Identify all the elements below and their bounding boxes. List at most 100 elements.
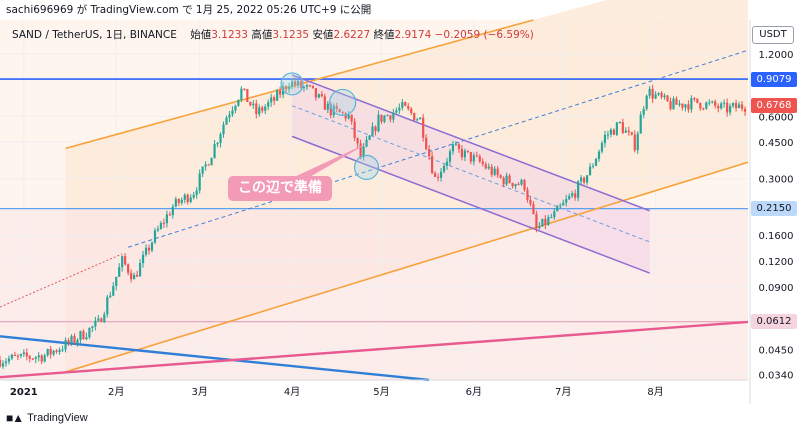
candle-body xyxy=(484,164,487,169)
candle-body xyxy=(67,340,70,343)
candle-body xyxy=(740,104,744,109)
x-tick-label: 5月 xyxy=(373,386,389,398)
candle-body xyxy=(487,166,490,169)
candle-body xyxy=(25,352,28,357)
candle-body xyxy=(311,85,315,89)
price-tag: 0.0612 xyxy=(751,314,797,330)
candle-body xyxy=(204,164,207,167)
tradingview-logo[interactable]: ■▲ TradingView xyxy=(6,411,88,425)
candle-body xyxy=(582,177,586,183)
candle-body xyxy=(162,222,166,224)
y-tick-label: 1.2000 xyxy=(759,50,794,61)
candle-body xyxy=(600,143,604,152)
candle-body xyxy=(246,88,249,102)
candle-body xyxy=(675,98,678,105)
candle-body xyxy=(574,193,577,198)
candle-body xyxy=(135,274,139,277)
candle-body xyxy=(398,107,401,111)
annotation-callout: この辺で準備 xyxy=(228,176,332,201)
candle-body xyxy=(550,217,553,219)
candle-body xyxy=(380,114,383,122)
candle-body xyxy=(290,81,294,87)
candle-body xyxy=(240,88,243,100)
candle-body xyxy=(284,86,288,90)
candle-body xyxy=(222,124,225,135)
candle-body xyxy=(684,104,687,108)
candle-body xyxy=(410,108,413,113)
candle-body xyxy=(314,88,317,98)
candle-body xyxy=(273,97,276,101)
candle-body xyxy=(731,103,735,106)
candle-body xyxy=(720,103,723,109)
candle-body xyxy=(490,166,493,175)
candle-body xyxy=(112,286,115,296)
candle-body xyxy=(705,102,708,109)
candle-body xyxy=(317,94,320,98)
candle-body xyxy=(472,155,475,162)
candle-body xyxy=(639,114,642,134)
candle-body xyxy=(19,354,22,356)
change-value: −0.2059 (−6.59%) xyxy=(434,29,534,41)
candle-body xyxy=(121,256,124,268)
candle-body xyxy=(615,122,618,135)
candle-body xyxy=(100,318,103,323)
highlight-circle xyxy=(329,88,357,117)
x-tick-label: 2月 xyxy=(108,386,124,398)
candle-body xyxy=(58,349,61,353)
candle-body xyxy=(147,247,151,251)
candle-body xyxy=(711,101,714,103)
candle-body xyxy=(195,190,198,195)
candle-body xyxy=(141,254,145,264)
candle-body xyxy=(22,352,25,355)
candle-body xyxy=(651,88,654,99)
orange-channel-lower-line xyxy=(65,161,749,373)
candle-body xyxy=(216,142,219,145)
candle-body xyxy=(702,108,705,110)
candle-body xyxy=(305,85,309,87)
candle-body xyxy=(85,337,88,340)
candle-body xyxy=(252,103,255,106)
candle-body xyxy=(293,81,297,86)
candle-body xyxy=(660,92,663,98)
candle-body xyxy=(28,356,31,359)
quote-currency-badge[interactable]: USDT xyxy=(752,26,794,44)
candle-body xyxy=(445,161,449,166)
candle-body xyxy=(356,138,359,144)
candle-body xyxy=(207,164,210,166)
candle-body xyxy=(192,194,195,198)
candle-body xyxy=(743,108,747,112)
candle-body xyxy=(231,110,234,115)
y-tick-label: 0.1600 xyxy=(759,231,794,242)
candle-body xyxy=(541,218,544,227)
candle-body xyxy=(729,105,732,113)
candle-body xyxy=(168,214,171,216)
candle-body xyxy=(392,112,395,120)
candle-body xyxy=(395,110,398,113)
candle-body xyxy=(180,199,183,203)
candle-body xyxy=(31,358,34,360)
open-label: 始値 xyxy=(190,29,212,41)
purple-channel-upper-line xyxy=(291,74,650,212)
horizontal-levels xyxy=(0,78,748,323)
candle-body xyxy=(690,98,693,110)
candle-body xyxy=(475,155,478,157)
candle-body xyxy=(580,177,583,182)
candle-body xyxy=(198,173,201,191)
candle-body xyxy=(371,126,374,136)
candle-body xyxy=(693,98,696,100)
candle-body xyxy=(91,326,94,328)
candle-body xyxy=(505,175,508,185)
candle-body xyxy=(559,205,562,207)
candle-body xyxy=(672,98,675,110)
candle-body xyxy=(49,348,52,355)
candle-body xyxy=(82,331,85,340)
candle-body xyxy=(332,105,335,116)
candle-body xyxy=(425,137,428,150)
candle-body xyxy=(103,314,106,323)
candle-body xyxy=(439,171,443,178)
y-tick-label: 0.4500 xyxy=(759,138,794,149)
candle-body xyxy=(469,152,472,162)
candle-body xyxy=(556,206,559,212)
annotation-pointer xyxy=(292,142,370,178)
